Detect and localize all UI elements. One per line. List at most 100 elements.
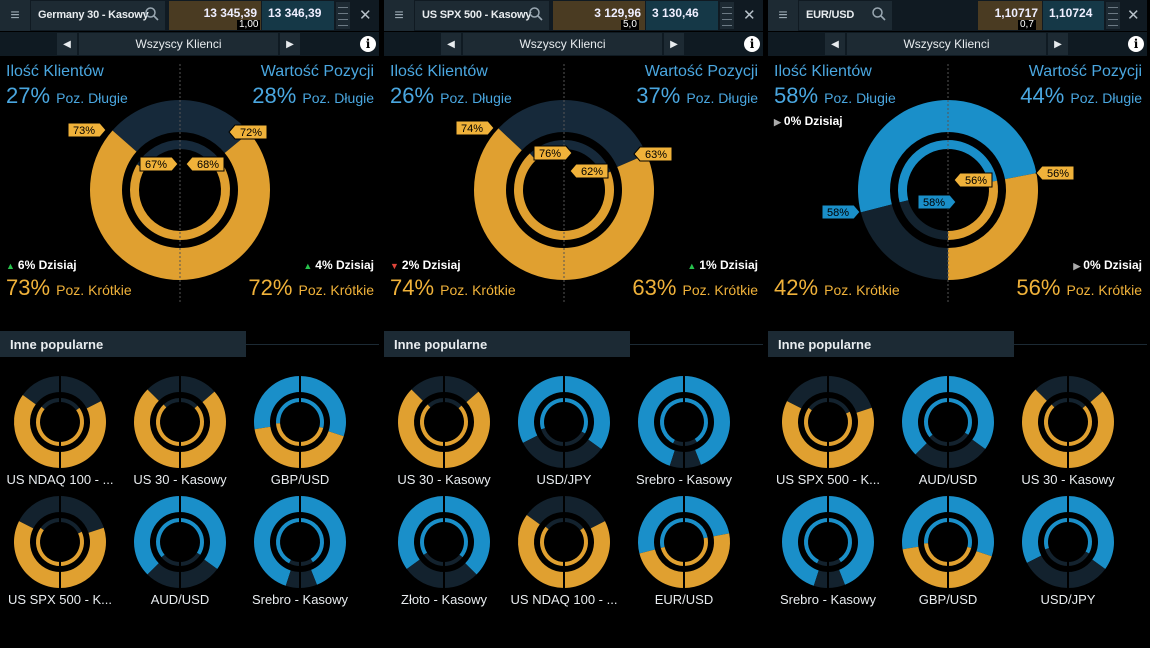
- mini-outer-position-short-arc: [684, 533, 730, 588]
- mini-outer-client-long-arc: [518, 376, 564, 443]
- buy-price-button[interactable]: 1,10724: [1043, 1, 1104, 30]
- popular-instrument-card[interactable]: US NDAQ 100 - ...: [1, 375, 119, 487]
- client-filter-select[interactable]: Wszyscy Klienci: [463, 33, 662, 55]
- mini-inner-position-long-arc: [180, 518, 204, 555]
- mini-inner-client-long-arc: [804, 518, 828, 564]
- grip-icon[interactable]: [720, 2, 734, 29]
- mini-inner-position-short-arc: [300, 558, 313, 566]
- instrument-search-field[interactable]: US SPX 500 - Kasowy: [415, 1, 549, 30]
- sell-price-button[interactable]: 13 345,39: [169, 1, 261, 30]
- mini-inner-client-long-arc: [276, 398, 300, 424]
- mini-outer-position-long-arc: [180, 496, 226, 570]
- mini-inner-client-short-arc: [929, 434, 948, 446]
- clients-long-value: 26%: [390, 83, 435, 108]
- inner-client-short-arc: [130, 164, 180, 240]
- popular-instrument-card[interactable]: US 30 - Kasowy: [385, 375, 503, 487]
- buy-price-button[interactable]: 3 130,46: [646, 1, 718, 30]
- position-long-value: 44%: [1020, 83, 1065, 108]
- prev-filter-button[interactable]: ◀: [441, 33, 461, 55]
- mini-inner-client-long-arc: [1051, 398, 1068, 408]
- mini-inner-position-short-arc: [180, 405, 204, 446]
- popular-instrument-name: Złoto - Kasowy: [401, 592, 487, 607]
- mini-outer-client-short-arc: [813, 570, 828, 588]
- buy-price-button[interactable]: 13 346,39: [262, 1, 334, 30]
- mini-outer-position-short-arc: [1068, 559, 1106, 588]
- menu-icon[interactable]: ≡: [768, 0, 798, 31]
- change-arrow-icon: ▲: [687, 261, 697, 271]
- position-today-value: 1% Dzisiaj: [699, 258, 758, 272]
- mini-outer-position-short-arc: [828, 407, 874, 468]
- mini-inner-client-short-arc: [540, 526, 564, 566]
- sell-price-button[interactable]: 1,10717: [978, 1, 1042, 30]
- mini-inner-client-long-arc: [420, 518, 444, 555]
- info-icon[interactable]: i: [744, 36, 760, 52]
- sell-price-button[interactable]: 3 129,96: [553, 1, 645, 30]
- search-icon[interactable]: [145, 7, 159, 21]
- popular-section-header: Inne popularne: [384, 331, 763, 357]
- mini-outer-client-short-arc: [782, 401, 828, 468]
- menu-icon[interactable]: ≡: [384, 0, 414, 31]
- popular-instrument-card[interactable]: US 30 - Kasowy: [1009, 375, 1127, 487]
- mini-inner-client-short-arc: [817, 559, 828, 566]
- popular-instrument-card[interactable]: US SPX 500 - K...: [1, 495, 119, 607]
- popular-instrument-card[interactable]: USD/JPY: [1009, 495, 1127, 607]
- popular-instrument-card[interactable]: US SPX 500 - K...: [769, 375, 887, 487]
- mini-sentiment-donut: [782, 496, 874, 588]
- mini-inner-client-short-arc: [35, 406, 60, 446]
- mini-inner-position-short-arc: [684, 438, 697, 446]
- instrument-search-field[interactable]: Germany 30 - Kasowy: [31, 1, 165, 30]
- outer-position-long-arc: [948, 100, 1037, 180]
- mini-inner-client-long-arc: [924, 518, 948, 544]
- mini-inner-position-long-arc: [684, 398, 708, 443]
- popular-instrument-card[interactable]: GBP/USD: [241, 375, 359, 487]
- popular-instrument-card[interactable]: USD/JPY: [505, 375, 623, 487]
- close-icon[interactable]: ✕: [1127, 7, 1140, 24]
- next-filter-button[interactable]: ▶: [280, 33, 300, 55]
- popular-instrument-card[interactable]: Srebro - Kasowy: [769, 495, 887, 607]
- mini-inner-client-short-arc: [1045, 548, 1068, 566]
- close-icon[interactable]: ✕: [359, 7, 372, 24]
- client-filter-select[interactable]: Wszyscy Klienci: [79, 33, 278, 55]
- clients-long-value: 27%: [6, 83, 51, 108]
- callout-value: 74%: [461, 123, 483, 135]
- grip-icon[interactable]: [336, 2, 350, 29]
- search-icon[interactable]: [529, 7, 543, 21]
- next-filter-button[interactable]: ▶: [664, 33, 684, 55]
- menu-icon[interactable]: ≡: [0, 0, 30, 31]
- instrument-search-field[interactable]: EUR/USD: [799, 1, 892, 30]
- next-filter-button[interactable]: ▶: [1048, 33, 1068, 55]
- client-filter-select[interactable]: Wszyscy Klienci: [847, 33, 1046, 55]
- popular-instrument-card[interactable]: AUD/USD: [889, 375, 1007, 487]
- clients-title: Ilość Klientów: [6, 63, 104, 80]
- prev-filter-button[interactable]: ◀: [57, 33, 77, 55]
- position-long: 44% Poz. Długie: [1020, 84, 1142, 110]
- popular-instrument-card[interactable]: EUR/USD: [625, 495, 743, 607]
- mini-outer-client-short-arc: [406, 559, 444, 588]
- panel-1: ≡ US SPX 500 - Kasowy 3 129,96 3 130,46 5,0 ✕…: [384, 0, 763, 648]
- popular-instrument-card[interactable]: US NDAQ 100 - ...: [505, 495, 623, 607]
- long-label: Poz. Długie: [56, 90, 128, 106]
- close-icon[interactable]: ✕: [743, 7, 756, 24]
- info-icon[interactable]: i: [1128, 36, 1144, 52]
- popular-instrument-name: AUD/USD: [918, 472, 978, 487]
- mini-inner-position-long-arc: [828, 518, 852, 563]
- mini-inner-client-short-arc: [156, 404, 180, 446]
- mini-inner-position-short-arc: [60, 407, 84, 446]
- popular-instrument-card[interactable]: US 30 - Kasowy: [121, 375, 239, 487]
- prev-filter-button[interactable]: ◀: [825, 33, 845, 55]
- mini-inner-client-short-arc: [924, 543, 948, 566]
- popular-instrument-name: US 30 - Kasowy: [1021, 472, 1115, 487]
- popular-instrument-card[interactable]: GBP/USD: [889, 495, 1007, 607]
- popular-instrument-card[interactable]: AUD/USD: [121, 495, 239, 607]
- popular-instrument-card[interactable]: Srebro - Kasowy: [241, 495, 359, 607]
- search-icon[interactable]: [872, 7, 886, 21]
- mini-sentiment-donut: [782, 376, 874, 468]
- outer-position-long-arc: [564, 100, 647, 167]
- mini-inner-position-short-arc: [948, 432, 969, 446]
- mini-inner-position-short-arc: [948, 546, 972, 566]
- popular-instrument-card[interactable]: Srebro - Kasowy: [625, 375, 743, 487]
- grip-icon[interactable]: [1106, 2, 1120, 29]
- mini-outer-client-short-arc: [285, 570, 300, 588]
- info-icon[interactable]: i: [360, 36, 376, 52]
- popular-instrument-card[interactable]: Złoto - Kasowy: [385, 495, 503, 607]
